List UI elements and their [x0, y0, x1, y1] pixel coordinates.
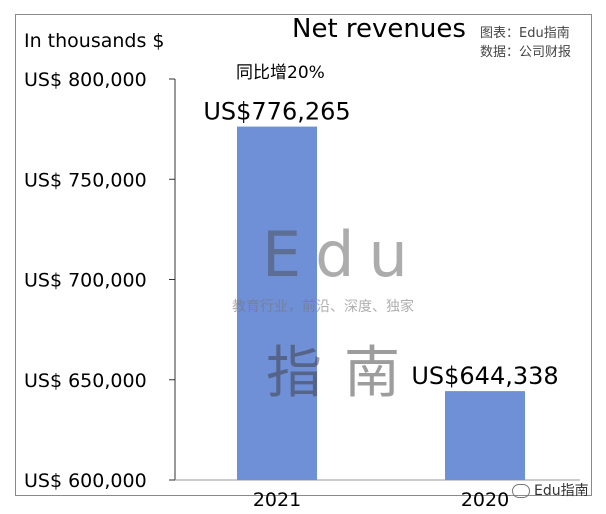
chart-title: Net revenues [292, 14, 466, 44]
x-tick-label: 2020 [461, 489, 509, 511]
bar [237, 126, 317, 480]
watermark-logo: Edu [262, 218, 422, 291]
bar [445, 391, 525, 480]
x-tick-label: 2021 [253, 489, 301, 511]
y-tick-label: US$ 650,000 [24, 370, 147, 392]
wechat-icon [512, 484, 530, 498]
growth-annotation: 同比增20% [236, 63, 325, 83]
y-tick-label: US$ 700,000 [24, 270, 147, 292]
bar-value-label: US$644,338 [411, 362, 558, 390]
y-tick-label: US$ 800,000 [24, 69, 147, 91]
watermark-tagline: 教育行业，前沿、深度、独家 [232, 299, 414, 315]
footer-brand: Edu指南 [512, 480, 589, 500]
source-credit-chart: 图表：Edu指南 [480, 26, 570, 41]
source-credit-data: 数据：公司财报 [480, 45, 572, 60]
unit-label: In thousands $ [24, 30, 165, 52]
bar-value-label: US$776,265 [203, 98, 350, 126]
chart-frame [15, 14, 592, 496]
y-tick-label: US$ 600,000 [24, 470, 147, 492]
footer-brand-label: Edu指南 [534, 483, 589, 499]
watermark-chinese: 指南 [266, 341, 422, 406]
y-tick-label: US$ 750,000 [24, 169, 147, 191]
